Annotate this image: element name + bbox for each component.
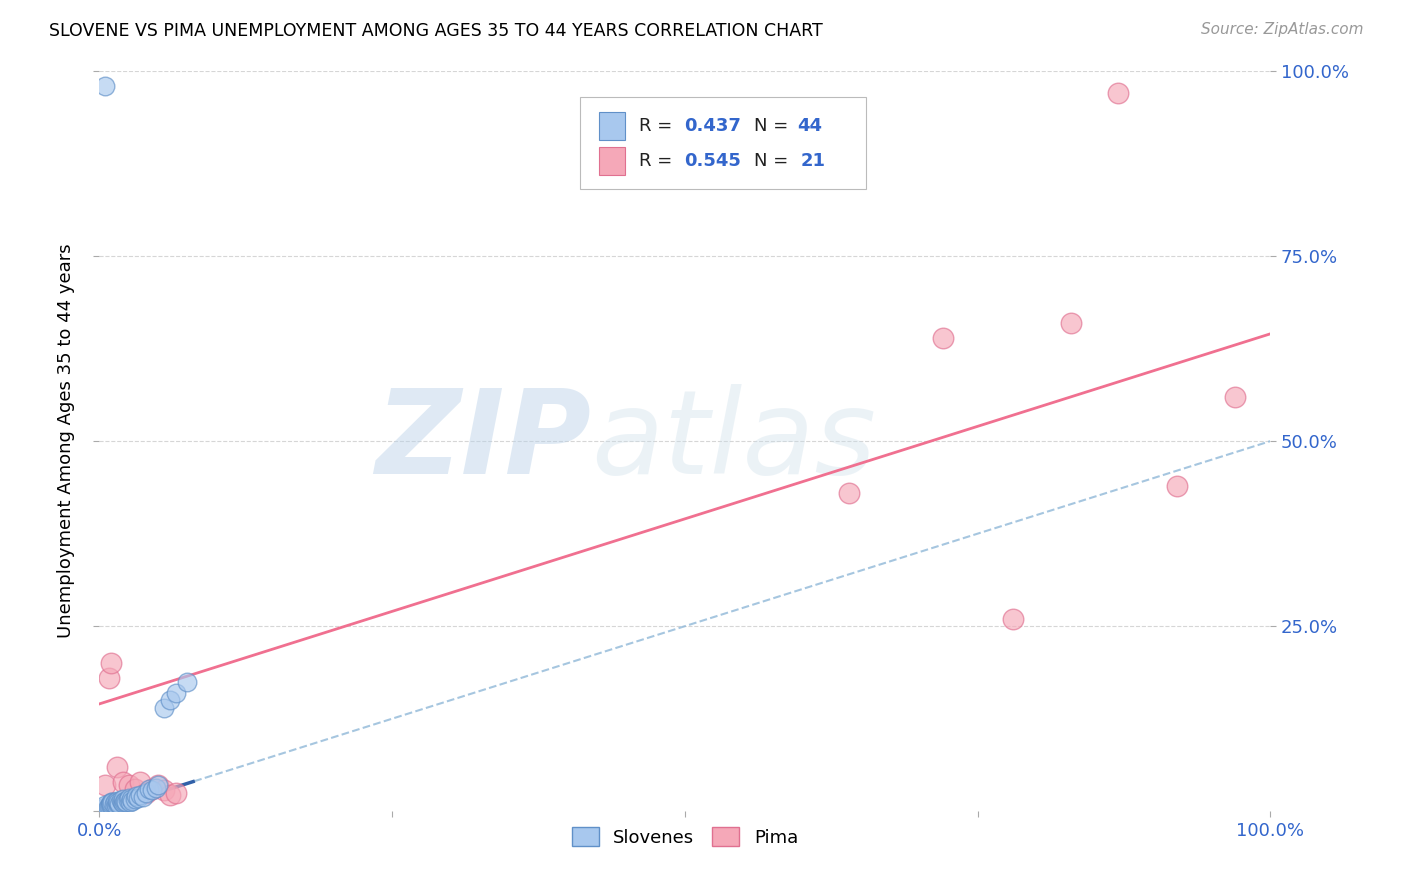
Text: SLOVENE VS PIMA UNEMPLOYMENT AMONG AGES 35 TO 44 YEARS CORRELATION CHART: SLOVENE VS PIMA UNEMPLOYMENT AMONG AGES … — [49, 22, 823, 40]
Legend: Slovenes, Pima: Slovenes, Pima — [564, 820, 806, 854]
Point — [100, 795, 122, 809]
Point — [100, 796, 122, 810]
FancyBboxPatch shape — [599, 146, 626, 175]
Point — [121, 794, 143, 808]
Text: ZIP: ZIP — [375, 384, 592, 499]
Point — [138, 782, 160, 797]
Point — [98, 797, 121, 812]
Point — [111, 774, 134, 789]
Point — [97, 799, 120, 814]
Point — [105, 796, 128, 810]
Point — [97, 671, 120, 685]
Point — [94, 78, 117, 93]
Point — [103, 797, 125, 811]
Point — [141, 782, 163, 797]
Point — [124, 791, 146, 805]
Point — [110, 793, 132, 807]
Point — [135, 786, 157, 800]
Point — [107, 795, 129, 809]
Point — [100, 798, 122, 813]
Point — [145, 780, 167, 795]
Point — [1225, 390, 1247, 404]
Text: 44: 44 — [797, 117, 823, 135]
Point — [111, 795, 134, 809]
Point — [100, 656, 122, 670]
Point — [146, 778, 169, 792]
Point — [146, 778, 169, 792]
Text: 21: 21 — [801, 152, 825, 169]
Text: Source: ZipAtlas.com: Source: ZipAtlas.com — [1201, 22, 1364, 37]
Point — [125, 789, 148, 804]
Text: R =: R = — [640, 117, 678, 135]
Point — [153, 700, 176, 714]
Point — [1001, 612, 1024, 626]
Point — [115, 795, 138, 809]
Point — [153, 783, 176, 797]
Point — [118, 795, 141, 809]
Point — [165, 686, 187, 700]
Point — [117, 793, 139, 807]
Text: 0.437: 0.437 — [683, 117, 741, 135]
Point — [129, 774, 152, 789]
FancyBboxPatch shape — [579, 97, 866, 189]
Point — [931, 330, 953, 344]
Point — [165, 786, 187, 800]
Point — [159, 788, 181, 802]
Point — [135, 786, 157, 800]
Point — [118, 778, 141, 792]
Point — [94, 800, 117, 814]
Point — [176, 674, 198, 689]
Point — [105, 794, 128, 808]
Y-axis label: Unemployment Among Ages 35 to 44 years: Unemployment Among Ages 35 to 44 years — [58, 244, 75, 639]
Point — [118, 790, 141, 805]
Point — [101, 795, 124, 809]
Point — [129, 788, 152, 802]
Point — [124, 782, 146, 797]
Point — [111, 796, 134, 810]
Text: R =: R = — [640, 152, 678, 169]
Point — [104, 795, 127, 809]
Point — [114, 794, 136, 808]
Point — [1166, 478, 1188, 492]
Text: atlas: atlas — [592, 384, 876, 498]
FancyBboxPatch shape — [599, 112, 626, 140]
Point — [141, 783, 163, 797]
Point — [132, 790, 155, 805]
Text: 0.545: 0.545 — [683, 152, 741, 169]
Point — [111, 792, 134, 806]
Point — [100, 797, 122, 811]
Point — [94, 778, 117, 792]
Point — [105, 760, 128, 774]
Point — [108, 797, 131, 811]
Text: N =: N = — [754, 117, 794, 135]
Point — [159, 693, 181, 707]
Point — [112, 795, 135, 809]
Point — [94, 798, 117, 813]
Point — [120, 792, 142, 806]
Point — [1107, 87, 1129, 101]
Point — [127, 790, 149, 805]
Point — [104, 797, 127, 812]
Text: N =: N = — [754, 152, 794, 169]
Point — [1060, 316, 1083, 330]
Point — [97, 799, 120, 814]
Point — [838, 486, 860, 500]
